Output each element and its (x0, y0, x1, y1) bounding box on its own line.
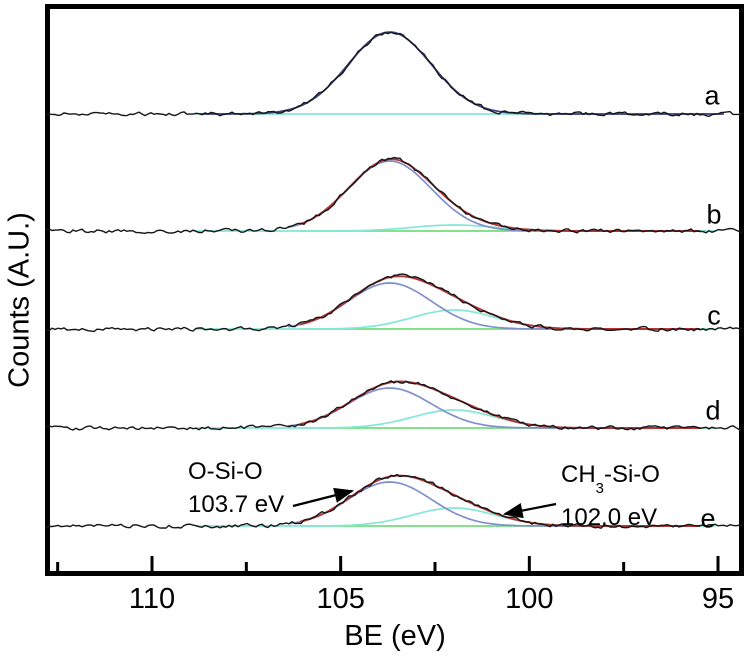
annotation-arrow-0 (292, 487, 355, 508)
x-tick-label-105: 105 (316, 583, 365, 615)
annotation-ch3-si-o: CH3-Si-O 102.0 eV (561, 458, 660, 534)
series-label-a: a (704, 80, 720, 111)
x-tick-label-95: 95 (701, 583, 735, 615)
y-axis-label: Counts (A.U.) (3, 212, 36, 388)
annotation-ch3-si-o-name: CH3-Si-O (561, 461, 660, 497)
data-curve-a (45, 31, 743, 118)
fit-envelope-a (200, 31, 724, 115)
component-osio-b (287, 160, 700, 232)
x-tick-label-100: 100 (505, 583, 554, 615)
fit-envelope-c (299, 275, 700, 330)
data-curve-d (45, 379, 743, 431)
series-label-c: c (707, 300, 721, 331)
component-osio-c (287, 282, 700, 330)
series-label-b: b (706, 199, 722, 230)
annotation-arrow-1 (502, 502, 557, 519)
data-curve-c (45, 273, 743, 333)
annotation-ch3-si-o-energy: 102.0 eV (561, 503, 658, 531)
annotation-o-si-o-energy: 103.7 eV (188, 491, 285, 518)
annotation-o-si-o-name: O-Si-O (188, 458, 263, 485)
fit-envelope-d (299, 380, 700, 429)
x-tick-label-110: 110 (128, 583, 176, 615)
fit-envelope-b (299, 158, 700, 232)
component-osio-d (287, 387, 700, 429)
data-curve-b (45, 156, 743, 235)
annotation-o-si-o: O-Si-O 103.7 eV (188, 455, 284, 521)
series-label-d: d (705, 395, 721, 426)
component-ch3sio-c (195, 309, 715, 330)
data-curve-e (45, 473, 743, 529)
series-label-e: e (700, 503, 716, 534)
plot-frame (45, 4, 744, 576)
x-axis-label: BE (eV) (344, 620, 446, 652)
